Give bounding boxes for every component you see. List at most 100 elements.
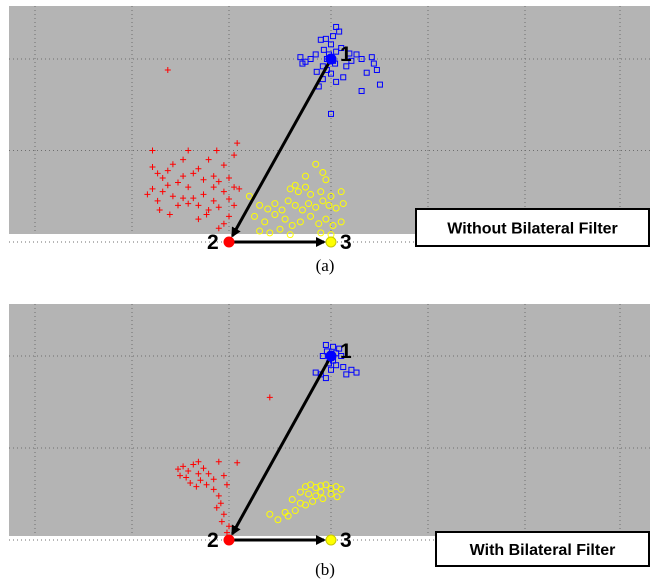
data-point xyxy=(340,364,347,371)
data-point xyxy=(363,69,370,76)
data-point xyxy=(164,167,171,174)
data-point xyxy=(328,41,334,48)
data-point xyxy=(286,231,294,239)
data-point xyxy=(264,205,272,213)
data-point xyxy=(245,192,253,200)
data-point xyxy=(343,371,350,378)
data-point xyxy=(312,203,320,211)
data-point xyxy=(210,184,217,191)
data-point xyxy=(195,202,202,209)
data-point xyxy=(337,188,345,196)
data-point xyxy=(288,496,296,504)
data-point xyxy=(220,511,227,518)
data-point xyxy=(190,170,197,177)
data-point xyxy=(231,184,238,191)
data-point xyxy=(296,488,304,496)
data-point xyxy=(180,463,187,470)
data-point xyxy=(154,197,161,204)
data-point xyxy=(156,206,163,213)
data-point xyxy=(231,202,238,209)
vertex-3 xyxy=(325,236,337,248)
data-point xyxy=(299,60,306,67)
data-point xyxy=(266,510,274,518)
data-point xyxy=(358,56,365,62)
vertex-label-3: 3 xyxy=(340,231,352,254)
data-point xyxy=(313,68,320,75)
data-point xyxy=(164,66,171,73)
data-point xyxy=(284,197,292,205)
data-point xyxy=(348,57,355,64)
data-point xyxy=(218,518,225,525)
data-point xyxy=(322,176,330,184)
data-point xyxy=(338,45,345,52)
data-point xyxy=(322,215,330,223)
data-point xyxy=(333,48,340,55)
filter-label-box xyxy=(435,531,650,567)
data-point xyxy=(317,188,325,196)
data-point xyxy=(305,200,313,208)
data-point xyxy=(281,215,289,223)
filter-label-text: With Bilateral Filter xyxy=(470,542,616,559)
data-point xyxy=(203,211,210,218)
data-point xyxy=(312,51,319,58)
panel-a: 1 2 3 Without Bilateral Filter (a) xyxy=(9,6,650,275)
data-point xyxy=(302,58,309,65)
data-point xyxy=(226,213,232,220)
series-circle xyxy=(245,160,347,239)
data-point xyxy=(210,197,217,204)
data-point xyxy=(291,507,299,515)
data-point xyxy=(320,46,327,53)
data-point xyxy=(169,161,176,168)
data-point xyxy=(193,483,200,490)
data-point xyxy=(302,172,309,180)
data-point xyxy=(177,472,184,479)
data-point xyxy=(327,192,335,200)
data-point xyxy=(213,147,220,154)
data-point xyxy=(307,212,315,220)
data-point xyxy=(205,156,212,163)
data-point xyxy=(322,341,329,348)
data-point xyxy=(195,458,202,465)
data-point xyxy=(312,160,320,168)
data-point xyxy=(183,474,190,481)
series-plus xyxy=(175,394,273,536)
data-point xyxy=(332,204,340,212)
data-point xyxy=(215,492,222,499)
data-point xyxy=(197,477,204,484)
panel-caption: (a) xyxy=(316,256,335,275)
data-point xyxy=(200,465,207,472)
data-point xyxy=(149,147,156,154)
data-point xyxy=(330,33,337,40)
series-square xyxy=(297,23,383,117)
data-point xyxy=(164,182,171,189)
data-point xyxy=(284,512,292,520)
data-point xyxy=(226,174,232,181)
data-point xyxy=(185,200,192,207)
data-point xyxy=(328,110,334,117)
data-point xyxy=(223,529,230,536)
data-point xyxy=(261,218,269,226)
data-point xyxy=(266,229,274,237)
data-point xyxy=(195,216,202,223)
vertex-1 xyxy=(325,53,337,65)
plot-area xyxy=(9,304,650,536)
panel-caption: (b) xyxy=(315,560,335,579)
data-point xyxy=(339,200,347,208)
data-point xyxy=(180,195,187,202)
data-point xyxy=(312,492,320,500)
data-point xyxy=(215,204,222,211)
data-point xyxy=(195,165,202,172)
data-point xyxy=(190,461,197,468)
data-point xyxy=(333,78,340,85)
vertex-2 xyxy=(223,236,235,248)
data-point xyxy=(220,472,227,479)
data-point xyxy=(226,523,232,530)
series-plus xyxy=(144,66,243,232)
data-point xyxy=(307,190,315,198)
data-point xyxy=(336,28,343,35)
data-point xyxy=(317,488,325,496)
data-point xyxy=(185,184,192,191)
vertex-label-2: 2 xyxy=(207,231,219,254)
data-point xyxy=(333,493,341,501)
data-point xyxy=(329,222,337,230)
